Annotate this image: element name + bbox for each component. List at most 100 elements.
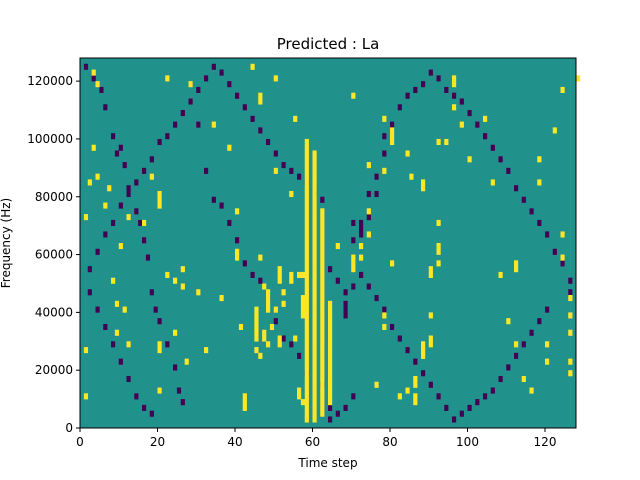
heatmap-cell-high (293, 115, 298, 122)
heatmap-cell-low (196, 86, 201, 93)
heatmap-cell-low (204, 75, 209, 82)
heatmap-cell-high (300, 312, 306, 319)
heatmap-cell-high (273, 306, 278, 313)
x-axis-ticks: 0 20 40 60 80 100 120 (76, 428, 556, 449)
plot-area (79, 57, 581, 429)
heatmap-cell-high (126, 214, 131, 221)
heatmap-cell-high (428, 266, 433, 273)
heatmap-cell-high (320, 289, 325, 296)
heatmap-cell-high (95, 173, 100, 180)
heatmap-cell-high (366, 162, 371, 169)
heatmap-cell-high (312, 219, 317, 226)
x-axis-label: Time step (297, 456, 357, 470)
heatmap-cell-low (421, 81, 426, 88)
heatmap-cell-high (91, 69, 96, 76)
heatmap-cell-high (366, 231, 371, 238)
heatmap-cell-high (436, 248, 441, 255)
heatmap-cell-high (304, 352, 309, 359)
heatmap-cell-high (304, 364, 309, 371)
heatmap-cell-high (320, 410, 325, 417)
heatmap-cell-high (568, 329, 573, 336)
heatmap-cells (83, 63, 581, 423)
heatmap-cell-low (467, 110, 472, 117)
heatmap-cell-high (300, 295, 306, 302)
heatmap-cell-high (328, 370, 333, 377)
heatmap-cell-high (320, 254, 325, 261)
heatmap-cell-high (157, 387, 162, 394)
chart-title: Predicted : La (277, 35, 380, 53)
heatmap-cell-low (351, 219, 356, 226)
heatmap-cell-high (428, 271, 433, 278)
heatmap-cell-low (351, 237, 356, 244)
heatmap-cell-high (304, 144, 309, 151)
heatmap-cell-high (312, 225, 317, 232)
heatmap-cell-low (545, 231, 550, 238)
heatmap-cell-high (545, 358, 550, 365)
y-tick-label: 120000 (27, 74, 73, 88)
heatmap-cell-high (258, 92, 263, 99)
y-axis-ticks: 0 20000 40000 60000 80000 100000 120000 (27, 74, 80, 435)
heatmap-cell-high (304, 225, 309, 232)
heatmap-cell-low (134, 179, 139, 186)
heatmap-cell-high (545, 341, 550, 348)
y-tick-label: 60000 (35, 248, 73, 262)
x-tick-label: 120 (534, 435, 557, 449)
heatmap-cell-low (374, 190, 379, 198)
heatmap-cell-low (366, 190, 371, 198)
heatmap-cell-high (506, 318, 511, 325)
heatmap-cell-high (304, 202, 309, 209)
heatmap-cell-high (254, 306, 259, 313)
heatmap-cell-high (320, 318, 325, 325)
heatmap-cell-high (304, 289, 309, 296)
heatmap-cell-high (312, 404, 317, 411)
heatmap-cell-high (328, 323, 333, 331)
heatmap-cell-high (312, 312, 317, 319)
heatmap-cell-low (413, 86, 418, 93)
heatmap-cell-high (568, 295, 573, 302)
heatmap-cell-low (242, 260, 247, 267)
x-tick-label: 40 (227, 435, 242, 449)
heatmap-cell-low (351, 283, 356, 290)
heatmap-cell-high (483, 115, 488, 122)
heatmap-cell-high (320, 295, 325, 302)
heatmap-cell-high (312, 335, 317, 342)
x-tick-label: 0 (76, 435, 84, 449)
heatmap-cell-high (328, 341, 333, 348)
heatmap-cell-high (254, 335, 259, 342)
heatmap-cell-high (304, 300, 309, 307)
heatmap-cell-high (304, 318, 309, 325)
heatmap-cell-low (219, 202, 224, 209)
heatmap-cell-high (289, 277, 294, 284)
heatmap-cell-high (397, 393, 402, 400)
heatmap-cell-low (343, 404, 348, 411)
heatmap-cell-high (235, 208, 240, 215)
heatmap-cell-high (312, 248, 317, 255)
heatmap-cell-low (405, 347, 410, 354)
x-tick-label: 20 (150, 435, 165, 449)
heatmap-cell-high (95, 81, 100, 88)
heatmap-cell-high (320, 248, 325, 255)
heatmap-cell-high (312, 329, 317, 336)
heatmap-cell-low (343, 306, 348, 313)
heatmap-cell-high (312, 318, 317, 325)
heatmap-cell-high (304, 399, 309, 406)
heatmap-cell-high (297, 387, 302, 394)
heatmap-cell-high (428, 341, 433, 348)
heatmap-cell-low (227, 81, 232, 88)
heatmap-cell-low (157, 318, 162, 325)
heatmap-cell-low (459, 98, 464, 105)
heatmap-cell-high (382, 312, 387, 319)
heatmap-cell-high (351, 254, 356, 261)
heatmap-cell-high (351, 266, 356, 273)
heatmap-cell-high (304, 381, 309, 388)
heatmap-cell-high (312, 196, 317, 203)
heatmap-cell-high (320, 387, 325, 394)
heatmap-cell-low (498, 156, 503, 163)
heatmap-cell-high (436, 138, 441, 146)
heatmap-cell-high (312, 410, 317, 417)
heatmap-cell-high (312, 323, 317, 331)
heatmap-cell-high (173, 277, 178, 284)
heatmap-cell-low (514, 185, 519, 192)
heatmap-cell-low (459, 410, 464, 417)
